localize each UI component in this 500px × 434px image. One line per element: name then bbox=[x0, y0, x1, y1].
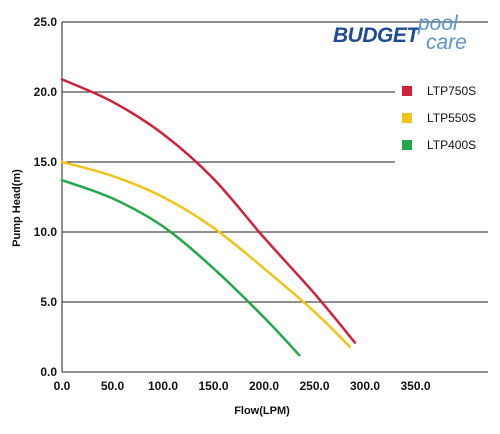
y-tick-label-2: 10.0 bbox=[34, 225, 58, 239]
series-line-ltp400s bbox=[60, 178, 301, 357]
tick-labels: 0.0 5.0 10.0 15.0 20.0 25.0 0.0 50.0 100.0 150.0 2… bbox=[34, 15, 431, 393]
series-line-ltp750s bbox=[60, 78, 357, 344]
legend-swatch-ltp400s bbox=[402, 140, 412, 150]
x-tick-label-5: 250.0 bbox=[299, 379, 329, 393]
x-tick-label-6: 300.0 bbox=[350, 379, 380, 393]
logo-brand-bold: BUDGET bbox=[333, 24, 421, 47]
x-tick-label-3: 150.0 bbox=[198, 379, 228, 393]
legend-swatch-ltp550s bbox=[402, 113, 412, 123]
x-tick-label-2: 100.0 bbox=[148, 379, 178, 393]
x-tick-label-0: 0.0 bbox=[54, 379, 71, 393]
legend-label-ltp550s: LTP550S bbox=[427, 111, 476, 125]
x-tick-label-4: 200.0 bbox=[249, 379, 279, 393]
y-tick-label-5: 25.0 bbox=[34, 15, 58, 29]
axes bbox=[61, 22, 488, 373]
legend-label-ltp750s: LTP750S bbox=[427, 84, 476, 98]
x-tick-label-7: 350.0 bbox=[400, 379, 430, 393]
y-tick-label-0: 0.0 bbox=[40, 365, 57, 379]
x-axis-title: Flow(LPM) bbox=[234, 405, 290, 417]
series-line-ltp550s bbox=[60, 160, 352, 349]
y-axis-title: Pump Head(m) bbox=[11, 169, 23, 247]
budget-pool-care-logo: BUDGET pool care bbox=[333, 12, 467, 54]
y-tick-label-4: 20.0 bbox=[34, 85, 58, 99]
logo-brand-word2: care bbox=[426, 31, 467, 54]
series-lines bbox=[60, 78, 357, 357]
y-tick-label-3: 15.0 bbox=[34, 155, 58, 169]
x-tick-label-1: 50.0 bbox=[101, 379, 125, 393]
gridlines bbox=[62, 21, 488, 373]
legend: LTP750S LTP550S LTP400S bbox=[402, 84, 476, 152]
legend-swatch-ltp750s bbox=[402, 86, 412, 96]
legend-label-ltp400s: LTP400S bbox=[427, 138, 476, 152]
y-tick-label-1: 5.0 bbox=[40, 295, 57, 309]
logo-brand-word1: pool bbox=[417, 12, 459, 35]
